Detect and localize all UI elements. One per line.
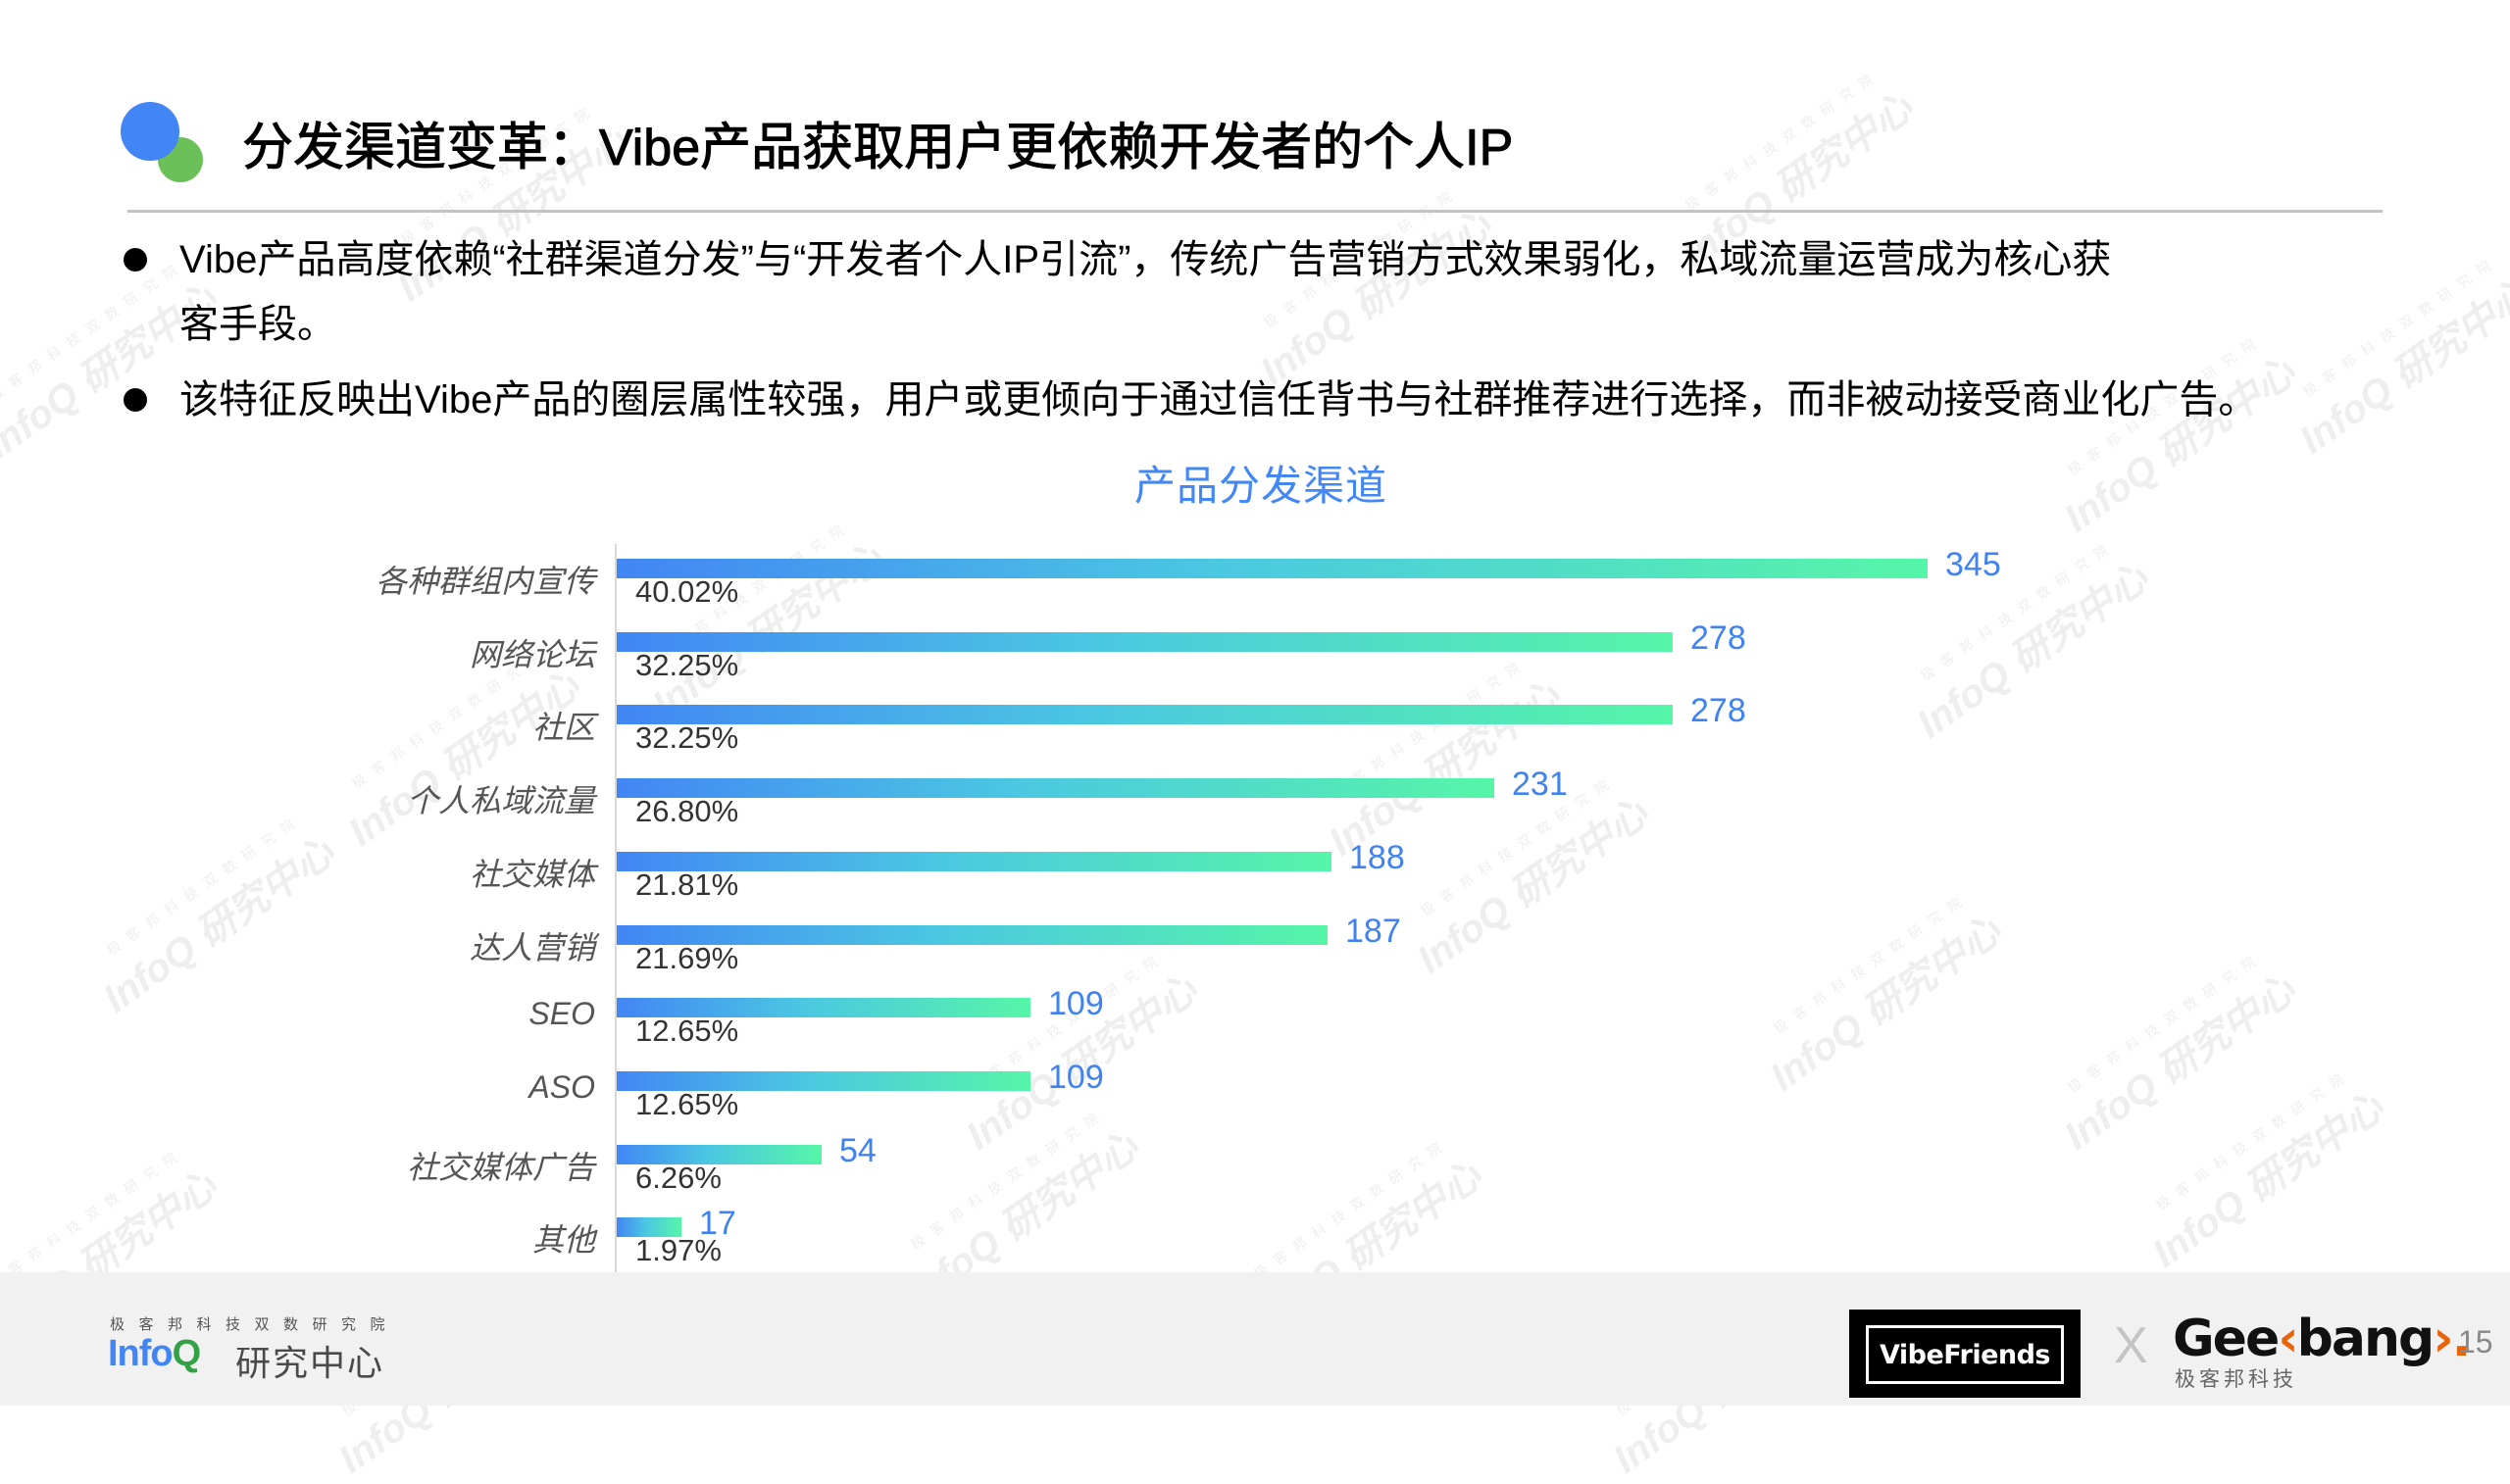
percentage-label: 6.26%: [635, 1161, 722, 1195]
chart-y-axis: [615, 544, 617, 1272]
bar-9: [617, 1217, 681, 1237]
value-label: 109: [1048, 985, 1104, 1022]
watermark-subtitle: 极客邦科技双数研究院: [2152, 1064, 2355, 1213]
bar-7: [617, 1071, 1030, 1091]
watermark-subtitle: 极客邦科技双数研究院: [1250, 1133, 1453, 1282]
category-label: SEO: [528, 996, 595, 1031]
watermark-subtitle: 极客邦科技双数研究院: [1770, 888, 1973, 1037]
percentage-label: 21.81%: [635, 867, 739, 902]
value-label: 187: [1345, 913, 1401, 950]
vibefriends-logo: VibeFriends: [1849, 1310, 2081, 1398]
geekbang-subtitle: 极客邦科技: [2175, 1368, 2297, 1391]
percentage-label: 26.80%: [635, 794, 739, 828]
category-label: 社交媒体广告: [406, 1150, 595, 1185]
bullet-dot-icon: [124, 388, 147, 412]
percentage-label: 21.69%: [635, 941, 739, 975]
value-label: 231: [1512, 766, 1568, 803]
geekbang-chevron-right-icon: ›.: [2433, 1310, 2471, 1368]
logo-blue-circle-icon: [121, 102, 179, 161]
geekbang-logo: Gee‹bang›.: [2173, 1310, 2471, 1368]
category-label: 各种群组内宣传: [375, 564, 595, 599]
bullet-dot-icon: [124, 248, 147, 272]
infoq-logo-text: Info: [108, 1333, 174, 1374]
infoq-logo-q: Q: [172, 1333, 202, 1374]
category-label: 其他: [531, 1222, 595, 1258]
value-label: 188: [1349, 839, 1405, 876]
geekbang-chevron-left-icon: ‹: [2278, 1310, 2298, 1368]
watermark-subtitle: 极客邦科技双数研究院: [1682, 65, 1884, 214]
page-number: 15: [2458, 1324, 2493, 1360]
watermark-title: InfoQ 研究中心: [95, 830, 342, 1021]
watermark-subtitle: 极客邦科技双数研究院: [0, 256, 188, 405]
watermark-title: InfoQ 研究中心: [1909, 556, 2156, 747]
value-label: 278: [1690, 692, 1746, 729]
bar-6: [617, 998, 1030, 1017]
header-divider: [127, 210, 2383, 213]
infoq-logo: InfoQ: [108, 1333, 202, 1375]
watermark-subtitle: 极客邦科技双数研究院: [2299, 251, 2502, 400]
category-label: 网络论坛: [469, 637, 595, 672]
footer-org-subtitle: 极客邦科技双数研究院: [110, 1316, 400, 1333]
bullet-1-line-2: 客手段。: [179, 303, 336, 346]
watermark-subtitle: 极客邦科技双数研究院: [103, 810, 306, 959]
bar-0: [617, 559, 1928, 578]
category-label: 社区: [531, 710, 595, 745]
category-label: 个人私域流量: [406, 783, 595, 818]
value-label: 278: [1690, 619, 1746, 657]
value-label: 345: [1945, 546, 2001, 583]
value-label: 17: [699, 1205, 736, 1242]
bar-8: [617, 1145, 822, 1164]
footer-bar: [0, 1272, 2510, 1406]
watermark-subtitle: 极客邦科技双数研究院: [0, 1143, 188, 1292]
bullet-1-line-1: Vibe产品高度依赖“社群渠道分发”与“开发者个人IP引流”，传统广告营销方式效…: [179, 238, 2112, 281]
geekbang-logo-part-1: Gee: [2173, 1310, 2280, 1368]
bullet-2: 该特征反映出Vibe产品的圈层属性较强，用户或更倾向于通过信任背书与社群推荐进行…: [179, 378, 2258, 421]
watermark-title: InfoQ 研究中心: [2291, 272, 2510, 463]
collab-x-mark: X: [2114, 1317, 2148, 1374]
watermark-title: InfoQ 研究中心: [2056, 967, 2303, 1159]
watermark-title: InfoQ 研究中心: [1762, 909, 2009, 1100]
value-label: 109: [1048, 1059, 1104, 1096]
percentage-label: 40.02%: [635, 574, 739, 609]
percentage-label: 32.25%: [635, 720, 739, 755]
page-title: 分发渠道变革：Vibe产品获取用户更依赖开发者的个人IP: [241, 120, 1514, 177]
value-label: 54: [839, 1132, 877, 1169]
percentage-label: 32.25%: [635, 648, 739, 682]
watermark-subtitle: 极客邦科技双数研究院: [907, 1104, 1110, 1253]
bar-4: [617, 852, 1331, 871]
bar-3: [617, 778, 1494, 798]
percentage-label: 1.97%: [635, 1233, 722, 1267]
geekbang-logo-part-2: bang: [2296, 1310, 2435, 1368]
percentage-label: 12.65%: [635, 1087, 739, 1121]
category-label: 社交媒体: [469, 857, 595, 892]
chart-title: 产品分发渠道: [1134, 463, 1388, 509]
vibefriends-logo-text: VibeFriends: [1866, 1325, 2064, 1384]
infoq-research-center-label: 研究中心: [235, 1343, 385, 1383]
watermark-title: InfoQ 研究中心: [1409, 791, 1656, 982]
watermark-subtitle: 极客邦科技双数研究院: [2064, 947, 2267, 1096]
watermark-title: InfoQ 研究中心: [2144, 1085, 2391, 1276]
bar-1: [617, 632, 1673, 652]
percentage-label: 12.65%: [635, 1014, 739, 1048]
bar-2: [617, 705, 1673, 724]
bar-5: [617, 925, 1328, 945]
watermark-title: InfoQ 研究中心: [340, 664, 587, 855]
category-label: ASO: [528, 1069, 595, 1105]
category-label: 达人营销: [469, 930, 595, 965]
